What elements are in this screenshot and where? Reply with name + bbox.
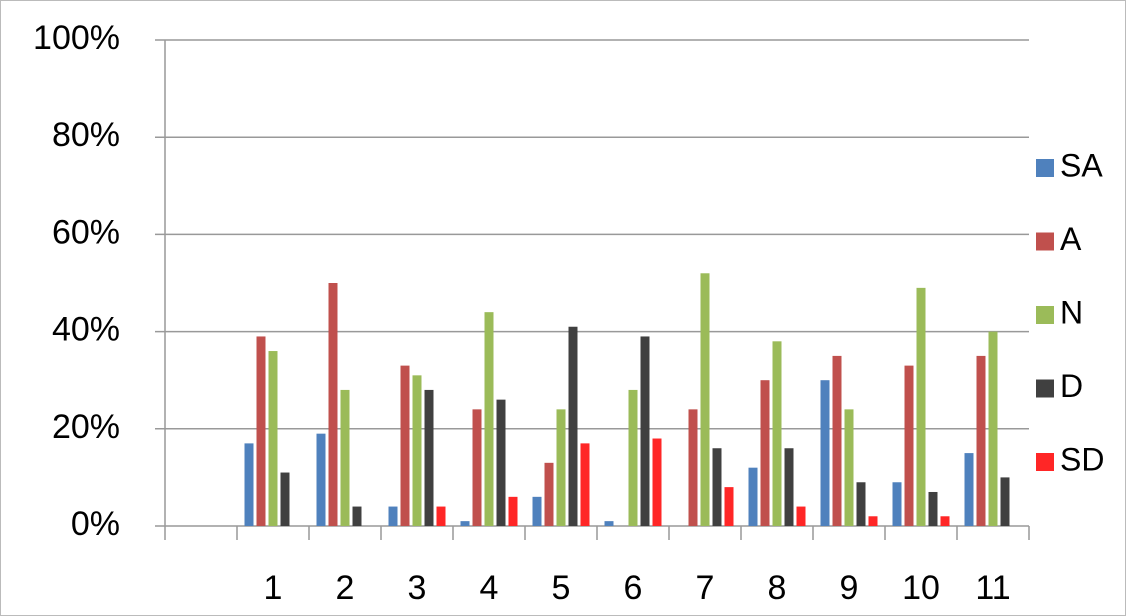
bar [329, 283, 338, 526]
bar [569, 327, 578, 526]
bar [965, 453, 974, 526]
bar [989, 332, 998, 526]
bar [401, 366, 410, 526]
legend-swatch [1036, 453, 1054, 471]
bar [497, 400, 506, 526]
x-tick-label: 2 [336, 569, 355, 607]
legend-label: N [1060, 294, 1083, 330]
bar [833, 356, 842, 526]
bar [473, 409, 482, 526]
y-tick-label: 20% [52, 408, 120, 446]
bar [317, 434, 326, 526]
bar [857, 482, 866, 526]
x-tick-label: 4 [480, 569, 499, 607]
bar [653, 439, 662, 526]
bar [629, 390, 638, 526]
bar [533, 497, 542, 526]
x-tick-label: 7 [696, 569, 715, 607]
bar [281, 473, 290, 526]
bar [425, 390, 434, 526]
legend-swatch [1036, 159, 1054, 177]
bar [341, 390, 350, 526]
bar [929, 492, 938, 526]
legend-label: SA [1060, 147, 1103, 183]
bar [461, 521, 470, 526]
y-tick-label: 80% [52, 116, 120, 154]
bar [437, 507, 446, 526]
bar [389, 507, 398, 526]
x-tick-label: 9 [840, 569, 859, 607]
bar [689, 409, 698, 526]
bar [701, 273, 710, 526]
chart: 0% 20% 40% 60% 80% 100% 1 2 3 4 5 6 7 8 9 10 11 SA A N D SD [0, 0, 1126, 616]
x-tick-label: 3 [408, 569, 427, 607]
bar [641, 336, 650, 526]
bar [785, 448, 794, 526]
bar [845, 409, 854, 526]
legend-swatch [1036, 380, 1054, 398]
bar [557, 409, 566, 526]
bar [869, 516, 878, 526]
bar [917, 288, 926, 526]
y-tick-label: 100% [33, 19, 120, 57]
y-tick-label: 0% [71, 505, 120, 543]
bar [761, 380, 770, 526]
bar [581, 443, 590, 526]
bar [257, 336, 266, 526]
bar [725, 487, 734, 526]
bar [605, 521, 614, 526]
bar [797, 507, 806, 526]
legend-swatch [1036, 306, 1054, 324]
bar [905, 366, 914, 526]
legend-label: SD [1060, 441, 1104, 477]
bar [413, 375, 422, 526]
x-tick-label: 11 [975, 569, 1010, 607]
bar [269, 351, 278, 526]
bar [1001, 477, 1010, 526]
y-tick-label: 60% [52, 213, 120, 251]
bar [821, 380, 830, 526]
bar [893, 482, 902, 526]
bar [941, 516, 950, 526]
x-tick-label: 6 [624, 569, 643, 607]
x-tick-label: 5 [552, 569, 571, 607]
bar [353, 507, 362, 526]
bar [749, 468, 758, 526]
bar [773, 341, 782, 526]
y-tick-label: 40% [52, 311, 120, 349]
bar [545, 463, 554, 526]
legend-label: D [1060, 368, 1083, 404]
bar [509, 497, 518, 526]
bar [713, 448, 722, 526]
bar [977, 356, 986, 526]
x-tick-label: 1 [264, 569, 283, 607]
bar [245, 443, 254, 526]
bar [485, 312, 494, 526]
x-tick-label: 8 [768, 569, 787, 607]
x-tick-label: 10 [902, 569, 940, 607]
legend-label: A [1060, 221, 1082, 257]
legend-swatch [1036, 233, 1054, 251]
